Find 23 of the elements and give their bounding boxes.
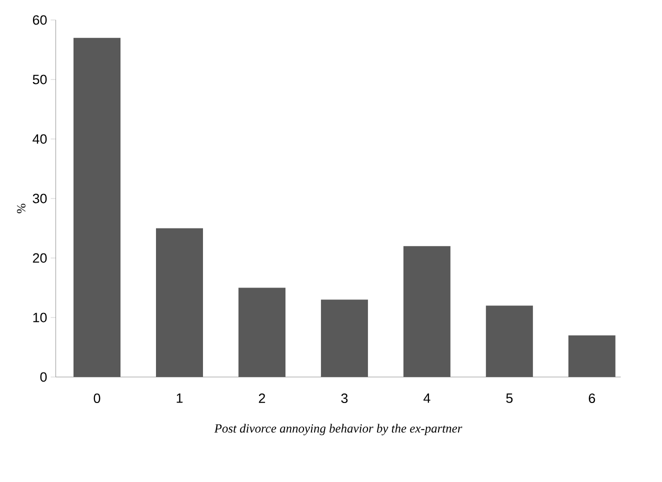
- bar: [238, 288, 286, 377]
- bar: [320, 300, 368, 377]
- x-tick-label: 0: [94, 394, 100, 404]
- x-tick-label: 1: [176, 394, 183, 403]
- y-tick-label: 60: [32, 15, 47, 25]
- bar: [156, 228, 203, 377]
- x-axis-title: Post divorce annoying behavior by the ex-partner: [214, 424, 462, 436]
- y-tick-label: 40: [32, 134, 47, 144]
- bar: [568, 335, 616, 377]
- x-tick-label: 6: [588, 394, 596, 404]
- x-tick-label: 5: [506, 394, 513, 403]
- x-tick-label: 3: [341, 394, 348, 404]
- bar: [403, 246, 450, 377]
- y-axis-title: %: [16, 204, 26, 214]
- bar: [74, 38, 120, 377]
- y-tick-label: 0: [40, 372, 47, 382]
- y-tick-label: 30: [32, 194, 47, 204]
- y-tick-label: 10: [33, 312, 47, 322]
- bar: [486, 306, 533, 377]
- x-tick-label: 2: [258, 394, 266, 403]
- x-tick-label: 4: [424, 394, 430, 403]
- y-tick-label: 20: [32, 253, 47, 263]
- y-tick-label: 50: [32, 74, 47, 84]
